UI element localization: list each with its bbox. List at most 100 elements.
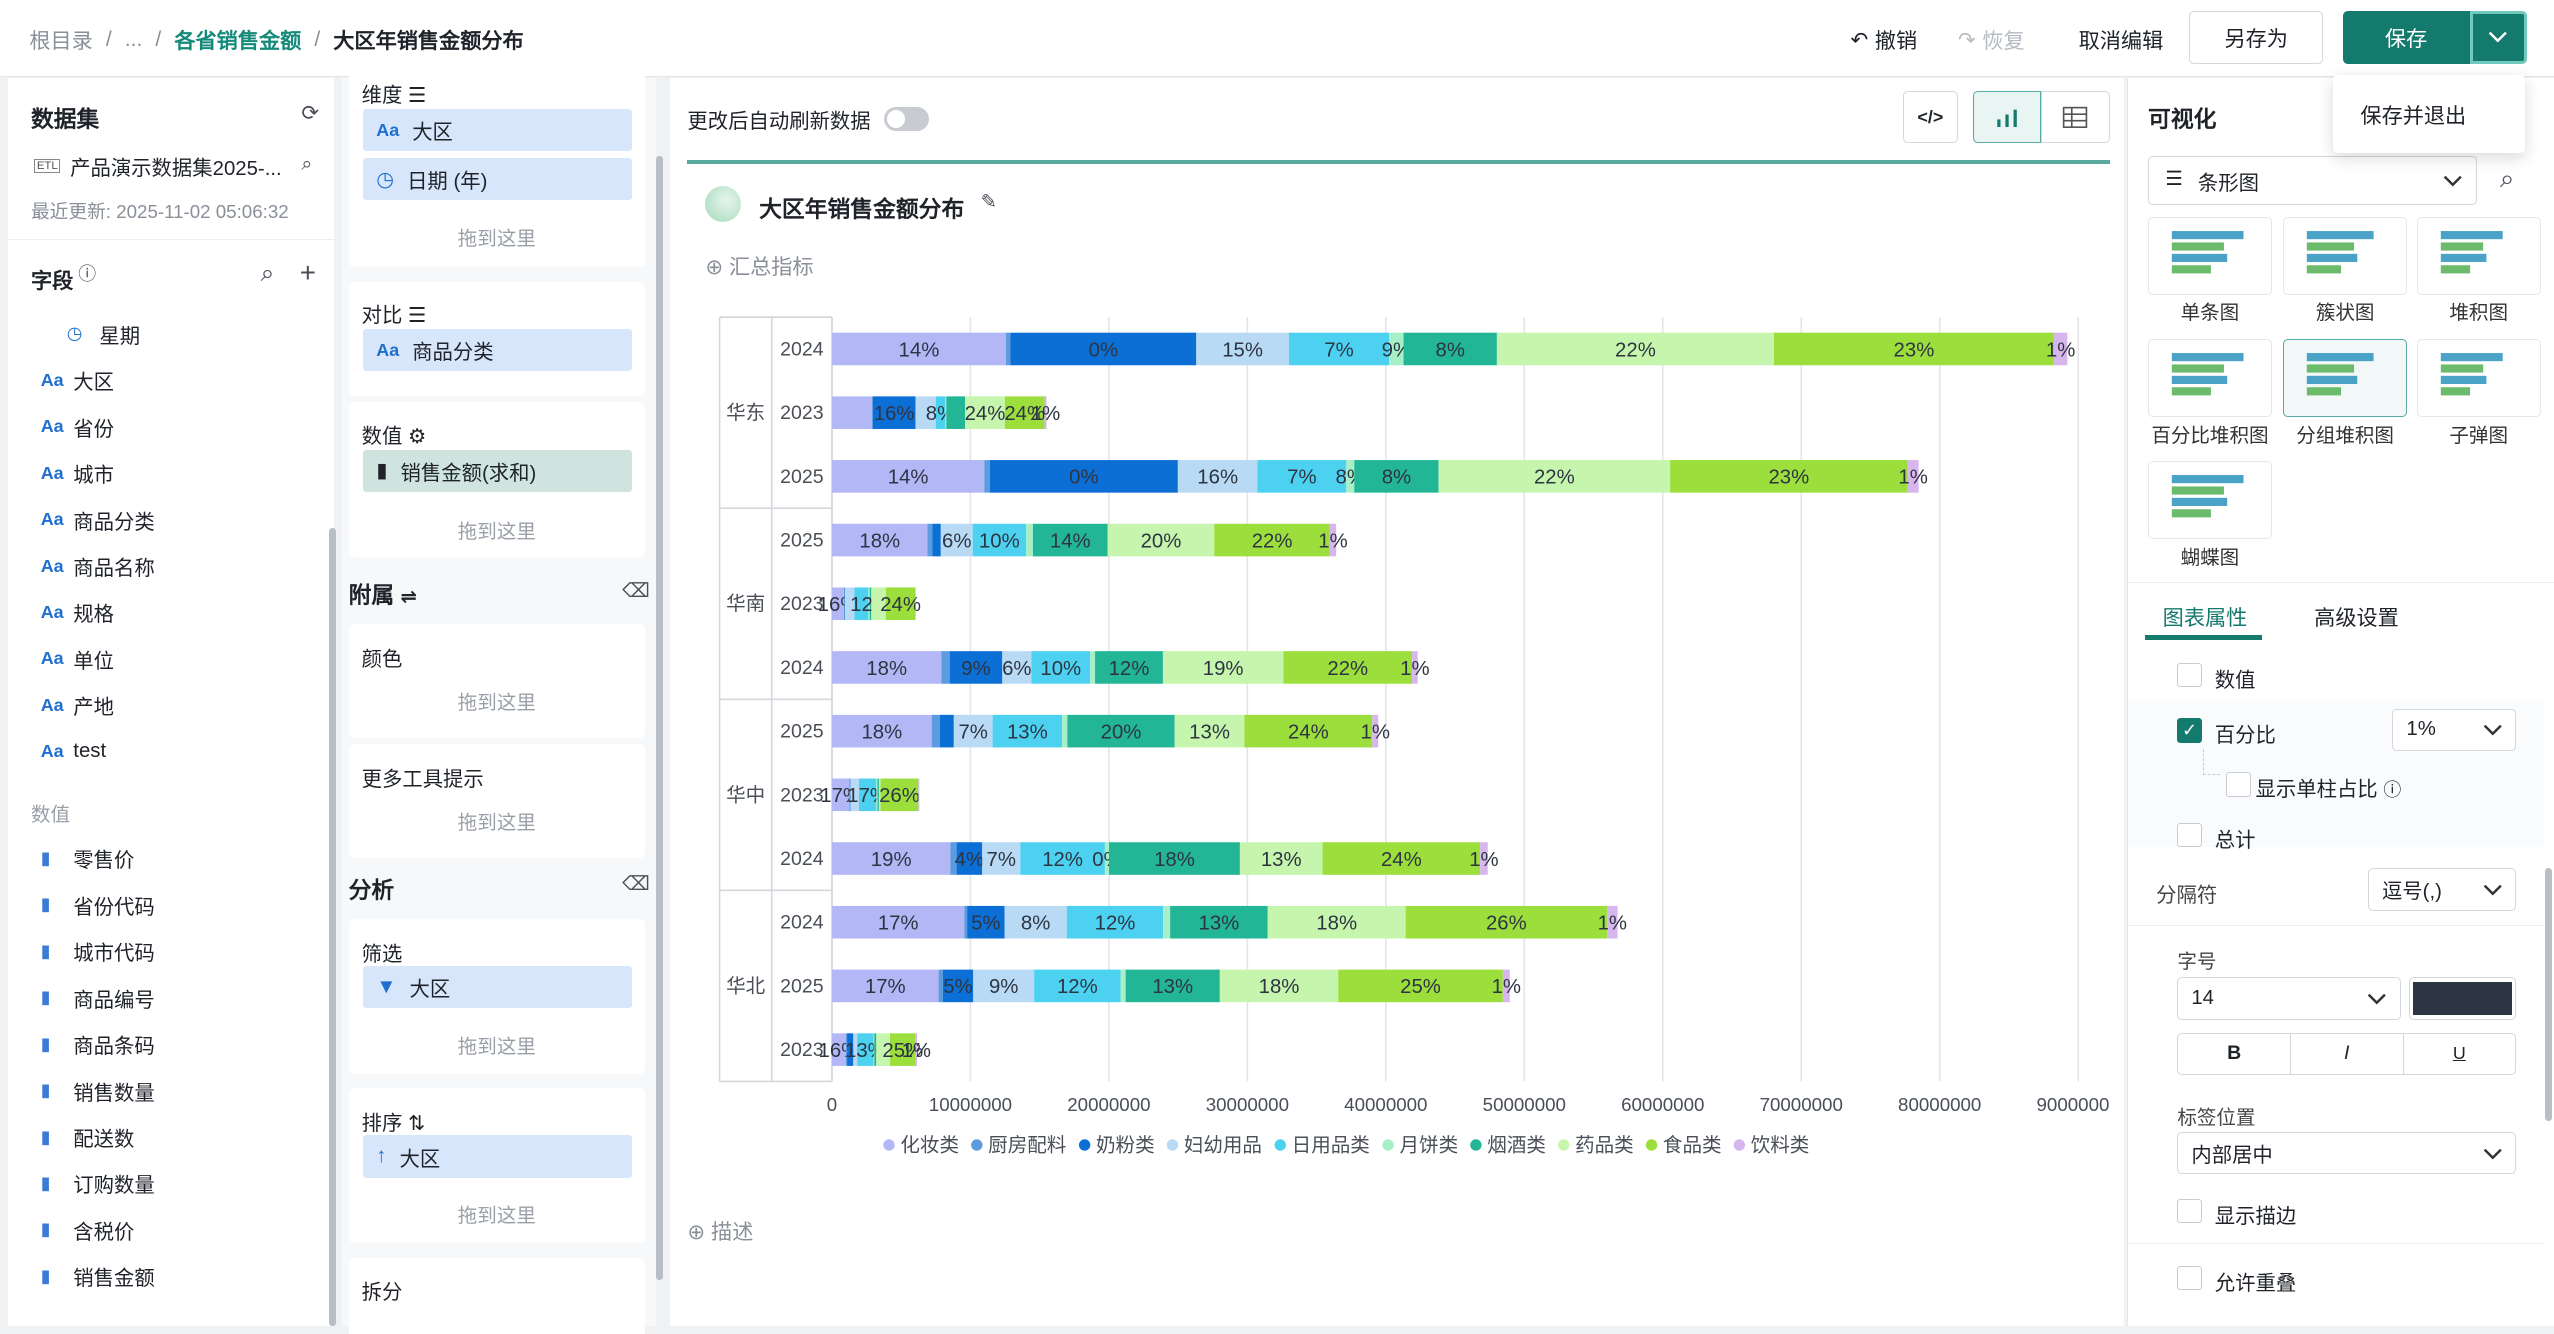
dimension-pill[interactable]: ◷ 日期 (年) — [363, 158, 633, 201]
field-item[interactable]: Aa 商品名称 — [41, 550, 155, 583]
bar-segment — [927, 523, 933, 556]
search-icon[interactable]: ⌕ — [2499, 162, 2515, 193]
info-icon[interactable]: ⓘ — [78, 263, 97, 284]
bar-segment — [1163, 650, 1284, 684]
field-item[interactable]: Aa 产地 — [41, 689, 114, 722]
data-label: 23% — [1769, 466, 1810, 488]
save-button[interactable]: 保存 — [2342, 11, 2470, 64]
font-color-picker[interactable] — [2408, 977, 2517, 1020]
redo-button[interactable]: ↷ 恢复 — [1958, 24, 2025, 55]
drop-zone[interactable]: 拖到这里 — [457, 1204, 536, 1227]
bar-segment — [832, 841, 951, 875]
dataset-search-icon[interactable]: ⌕ — [301, 152, 313, 175]
chart-type-5-icon[interactable] — [2283, 338, 2408, 417]
measure-field-item[interactable]: ▮ 销售金额 — [41, 1260, 155, 1293]
percent-precision-select[interactable]: 1% — [2392, 708, 2517, 751]
breadcrumb-root[interactable]: 根目录 — [29, 30, 93, 54]
chart-title[interactable]: 大区年销售金额分布 — [759, 196, 965, 223]
measure-field-item[interactable]: ▮ 销售数量 — [41, 1074, 155, 1107]
show-stroke-checkbox[interactable] — [2177, 1198, 2202, 1224]
compare-pill[interactable]: Aa 商品分类 — [363, 329, 633, 372]
code-view-icon[interactable]: </> — [1902, 91, 1959, 144]
separator-value: 逗号(,) — [2381, 881, 2442, 904]
measure-field-item[interactable]: ▮ 配送数 — [41, 1121, 135, 1154]
scrollbar[interactable] — [329, 527, 336, 1326]
data-label: 7% — [1288, 466, 1317, 488]
chart-type-1-icon[interactable] — [2148, 216, 2272, 295]
measure-field-item[interactable]: ▮ 订购数量 — [41, 1167, 155, 1200]
save-exit-menu-item[interactable]: 保存并退出 — [2332, 74, 2525, 154]
bar-chart-icon: ▮ — [40, 1080, 51, 1101]
refresh-icon[interactable]: ⟳ — [301, 101, 320, 125]
measure-field-item[interactable]: ▮ 商品编号 — [41, 981, 155, 1014]
field-item[interactable]: Aa 省份 — [41, 411, 114, 444]
breadcrumb-ellipsis[interactable]: ... — [124, 27, 143, 51]
measure-field-item[interactable]: ▮ 零售价 — [41, 842, 135, 875]
field-item[interactable]: ◷ 星期 — [67, 318, 140, 351]
bold-button[interactable]: B — [2178, 1033, 2291, 1075]
describe-button[interactable]: ⊕ 描述 — [687, 1215, 753, 1246]
drop-zone[interactable]: 拖到这里 — [457, 691, 536, 714]
drop-zone[interactable]: 拖到这里 — [457, 812, 536, 835]
edit-icon[interactable]: ✎ — [980, 190, 998, 213]
chevron-down-icon — [2444, 176, 2463, 187]
table-view-icon[interactable] — [2041, 91, 2110, 144]
field-item[interactable]: Aa 大区 — [41, 364, 114, 397]
field-item[interactable]: Aa test — [41, 735, 106, 768]
tab-chart-props[interactable]: 图表属性 — [2162, 607, 2248, 631]
percent-checkbox[interactable]: ✓ — [2177, 718, 2202, 743]
field-item[interactable]: Aa 单位 — [41, 643, 114, 676]
filter-pill[interactable]: ▼ 大区 — [363, 965, 633, 1009]
sort-pill[interactable]: ↑ 大区 — [363, 1135, 633, 1178]
field-item[interactable]: Aa 规格 — [41, 596, 114, 629]
drop-zone[interactable]: 拖到这里 — [457, 520, 536, 543]
bar-segment — [990, 459, 1179, 493]
undo-label: 撤销 — [1874, 30, 1918, 54]
dataset-name-row[interactable]: ETL 产品演示数据集2025-... — [34, 151, 282, 181]
underline-button[interactable]: U — [2452, 1043, 2466, 1064]
eraser-icon[interactable]: ⌫ — [622, 872, 650, 895]
allow-overlap-checkbox[interactable] — [2177, 1265, 2202, 1291]
dimension-pill[interactable]: Aa 大区 — [363, 109, 633, 152]
auto-refresh-toggle[interactable] — [883, 107, 930, 132]
scrollbar[interactable] — [2545, 868, 2552, 1121]
bar-chart-icon: ▮ — [40, 1219, 51, 1240]
chart-type-3-icon[interactable] — [2416, 216, 2541, 295]
drop-zone[interactable]: 拖到这里 — [457, 227, 536, 250]
group-label: 华中 — [727, 784, 766, 806]
chart-type-6-icon[interactable] — [2416, 338, 2541, 417]
breadcrumb-parent[interactable]: 各省销售金额 — [174, 30, 302, 54]
label-position-select[interactable]: 内部居中 — [2177, 1132, 2517, 1175]
bar-segment — [873, 396, 916, 429]
value-pill[interactable]: ▮ 销售金额(求和) — [363, 449, 633, 492]
measure-field-item[interactable]: ▮ 城市代码 — [41, 935, 155, 968]
search-icon[interactable]: ⌕ — [260, 260, 275, 288]
undo-button[interactable]: ↶ 撤销 — [1851, 24, 1918, 55]
chart-type-2-icon[interactable] — [2283, 216, 2408, 295]
measure-field-item[interactable]: ▮ 含税价 — [41, 1214, 135, 1247]
show-single-checkbox[interactable] — [2226, 772, 2251, 797]
eraser-icon[interactable]: ⌫ — [622, 579, 650, 602]
field-item[interactable]: Aa 城市 — [41, 457, 114, 490]
chart-type-4-icon[interactable] — [2148, 338, 2272, 417]
font-size-select[interactable]: 14 — [2177, 977, 2401, 1020]
chart-type-7-icon[interactable] — [2148, 461, 2272, 540]
save-as-button[interactable]: 另存为 — [2189, 11, 2323, 64]
summary-metrics-button[interactable]: ⊕ 汇总指标 — [705, 250, 813, 281]
bar-segment — [993, 714, 1063, 748]
scrollbar[interactable] — [656, 156, 663, 1281]
add-icon[interactable]: + — [299, 257, 316, 288]
tab-advanced[interactable]: 高级设置 — [2314, 607, 2399, 631]
separator-select[interactable]: 逗号(,) — [2367, 868, 2517, 911]
measure-field-item[interactable]: ▮ 省份代码 — [41, 889, 155, 922]
total-checkbox[interactable] — [2177, 822, 2202, 848]
measure-field-item[interactable]: ▮ 商品条码 — [41, 1028, 155, 1061]
chart-type-select[interactable]: ☰ 条形图 — [2148, 156, 2478, 206]
chart-view-icon[interactable] — [1972, 91, 2042, 144]
save-options-button[interactable] — [2469, 11, 2527, 64]
value-checkbox[interactable] — [2177, 662, 2202, 688]
drop-zone[interactable]: 拖到这里 — [457, 1035, 536, 1058]
field-item[interactable]: Aa 商品分类 — [41, 503, 155, 536]
italic-button[interactable]: I — [2291, 1033, 2404, 1075]
cancel-edit-button[interactable]: 取消编辑 — [2078, 30, 2164, 54]
